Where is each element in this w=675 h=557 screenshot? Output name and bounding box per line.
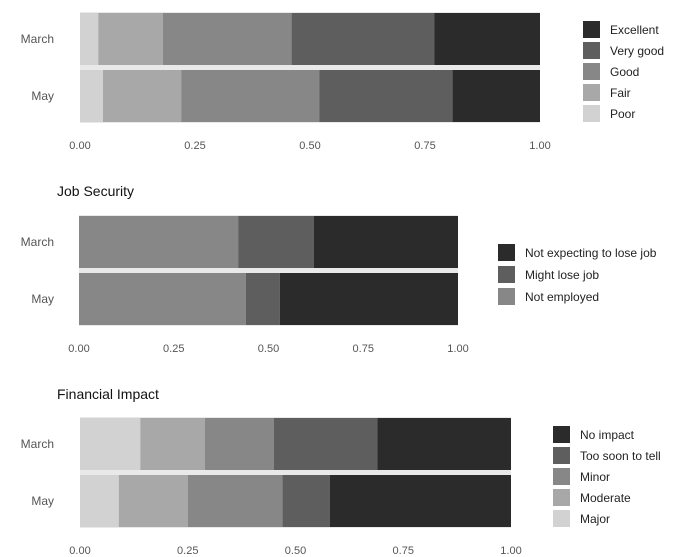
- legend-label: Too soon to tell: [580, 449, 661, 463]
- chart-panel: Financial Impact March May 0.00 0.25 0.50 0.75…: [21, 386, 661, 557]
- x-tick-label: 0.00: [69, 140, 90, 152]
- legend-label: Good: [610, 65, 639, 79]
- legend-key: [583, 42, 600, 59]
- bar-segment: [204, 418, 274, 470]
- chart-panel: Job Security March May 0.00 0.25 0.50 0.75 1.00…: [21, 183, 657, 355]
- x-tick-label: 0.00: [69, 545, 90, 557]
- chart-title: Financial Impact: [57, 386, 159, 402]
- x-tick-label: 0.50: [258, 343, 279, 355]
- legend-label: Major: [580, 512, 610, 526]
- x-tick-label: 0.25: [184, 140, 205, 152]
- bar-segment: [377, 418, 511, 470]
- bar-segment: [140, 418, 205, 470]
- category-label: March: [21, 32, 54, 46]
- legend-key: [583, 63, 600, 80]
- bar-segment: [118, 475, 188, 527]
- legend-label: Not expecting to lose job: [525, 246, 657, 260]
- x-tick-label: 1.00: [529, 140, 550, 152]
- legend-key: [498, 266, 515, 283]
- x-tick-label: 0.75: [393, 545, 414, 557]
- legend-key: [583, 105, 600, 122]
- legend-label: Fair: [610, 86, 631, 100]
- legend-key: [498, 244, 515, 261]
- bar-segment: [79, 216, 239, 268]
- bar-segment: [80, 70, 103, 122]
- bar-segment: [313, 216, 458, 268]
- legend-label: Moderate: [580, 491, 631, 505]
- bar-segment: [103, 70, 182, 122]
- x-tick-label: 0.50: [299, 140, 320, 152]
- bar-segment: [273, 418, 378, 470]
- bar-segment: [80, 418, 141, 470]
- x-tick-label: 0.75: [414, 140, 435, 152]
- legend-key: [553, 510, 570, 527]
- legend-label: Might lose job: [525, 268, 599, 282]
- bar-segment: [187, 475, 283, 527]
- bar-segment: [162, 13, 292, 65]
- chart-title: Job Security: [57, 183, 134, 199]
- legend-key: [583, 21, 600, 38]
- bar-segment: [452, 70, 540, 122]
- legend-label: No impact: [580, 428, 635, 442]
- bar-segment: [181, 70, 320, 122]
- x-tick-label: 1.00: [447, 343, 468, 355]
- x-tick-label: 0.75: [353, 343, 374, 355]
- legend-key: [583, 84, 600, 101]
- legend-key: [553, 426, 570, 443]
- bar-segment: [245, 273, 280, 325]
- category-label: May: [31, 292, 54, 306]
- bar-segment: [329, 475, 511, 527]
- category-label: May: [31, 494, 54, 508]
- category-label: March: [21, 437, 54, 451]
- legend-label: Not employed: [525, 290, 599, 304]
- x-tick-label: 0.50: [285, 545, 306, 557]
- legend-key: [553, 447, 570, 464]
- bar-segment: [79, 273, 246, 325]
- legend-key: [498, 288, 515, 305]
- legend-label: Excellent: [610, 23, 659, 37]
- bar-segment: [80, 475, 119, 527]
- x-tick-label: 0.25: [177, 545, 198, 557]
- bar-segment: [434, 13, 540, 65]
- legend-label: Poor: [610, 107, 635, 121]
- legend-key: [553, 468, 570, 485]
- legend-label: Minor: [580, 470, 610, 484]
- bar-segment: [98, 13, 163, 65]
- bar-segment: [279, 273, 458, 325]
- bar-segment: [80, 13, 99, 65]
- bar-segment: [319, 70, 453, 122]
- bar-segment: [282, 475, 330, 527]
- chart-panel: March May 0.00 0.25 0.50 0.75 1.00 Excellent Ver…: [21, 12, 664, 152]
- x-tick-label: 0.00: [68, 343, 89, 355]
- category-label: March: [21, 235, 54, 249]
- bar-segment: [291, 13, 435, 65]
- legend-key: [553, 489, 570, 506]
- bar-segment: [238, 216, 314, 268]
- x-tick-label: 1.00: [500, 545, 521, 557]
- legend-label: Very good: [610, 44, 664, 58]
- x-tick-label: 0.25: [163, 343, 184, 355]
- category-label: May: [31, 89, 54, 103]
